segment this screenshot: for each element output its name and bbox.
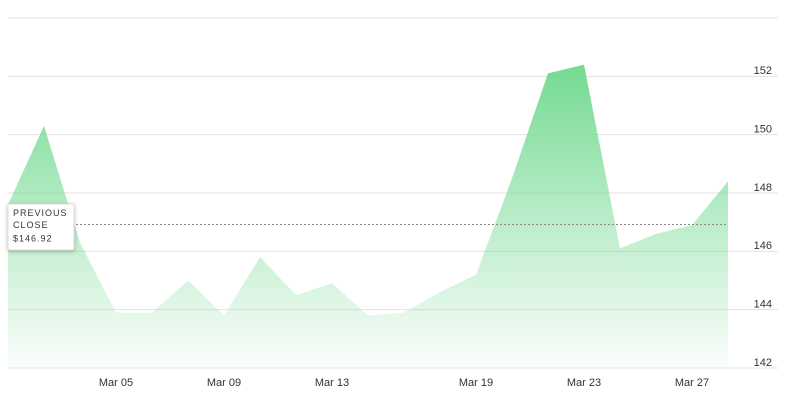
- y-tick-label: 150: [754, 124, 772, 136]
- y-tick-label: 146: [754, 240, 772, 252]
- x-tick-label: Mar 19: [459, 377, 493, 389]
- x-tick-label: Mar 23: [567, 377, 601, 389]
- previous-close-title: PREVIOUS CLOSE: [13, 208, 68, 230]
- y-tick-label: 152: [754, 65, 772, 77]
- y-tick-label: 142: [754, 357, 772, 369]
- previous-close-value: $146.92: [13, 233, 53, 243]
- previous-close-box: [7, 203, 75, 251]
- x-tick-label: Mar 13: [315, 377, 349, 389]
- x-tick-label: Mar 05: [99, 377, 133, 389]
- x-tick-label: Mar 09: [207, 377, 241, 389]
- y-tick-label: 144: [754, 299, 772, 311]
- x-tick-label: Mar 27: [675, 377, 709, 389]
- area: [8, 64, 728, 369]
- y-tick-label: 148: [754, 182, 772, 194]
